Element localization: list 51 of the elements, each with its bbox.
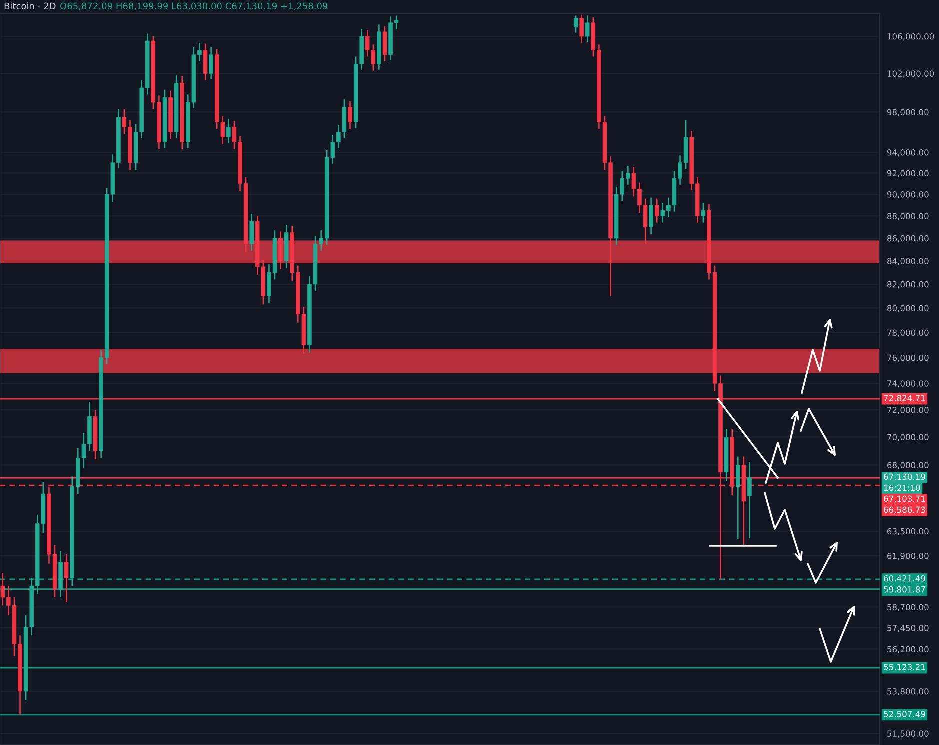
y-tick-label: 56,200.00 — [888, 646, 929, 654]
ref-line-label: 60,421.49 — [884, 576, 926, 583]
candlestick — [226, 118, 231, 144]
candlestick — [209, 46, 214, 80]
candlestick — [382, 26, 388, 62]
candlestick — [586, 15, 590, 43]
y-tick-label: 72,000.00 — [888, 407, 929, 414]
y-tick-label: 84,000.00 — [888, 258, 929, 266]
ref-line-label: 59,801.87 — [884, 586, 926, 594]
y-tick-label: 98,000.00 — [887, 109, 929, 116]
ref-line-label: 72,824.71 — [884, 395, 926, 402]
candlestick — [654, 198, 660, 224]
candlestick — [748, 462, 752, 540]
candlestick — [203, 43, 208, 81]
ref-line-label: 52,507.49 — [884, 711, 926, 718]
y-tick-label: 106,000.00 — [888, 33, 934, 41]
y-tick-label: 70,000.00 — [888, 434, 929, 442]
y-tick-label: 57,450.00 — [888, 625, 929, 632]
y-tick-label: 63,500.00 — [888, 528, 929, 536]
candlestick — [250, 213, 254, 252]
y-tick-label: 86,000.00 — [888, 235, 929, 243]
y-tick-label: 76,000.00 — [888, 354, 929, 362]
text: 67,130.19 — [884, 474, 926, 481]
candlestick — [649, 197, 654, 235]
y-tick-label: 90,000.00 — [887, 192, 929, 199]
candlestick — [701, 202, 706, 224]
candlestick — [278, 231, 283, 270]
ref-line-label: 67,103.71 — [884, 496, 926, 503]
y-tick-label: 78,000.00 — [888, 330, 929, 337]
chart-title: Bitcoin · 2D — [4, 2, 56, 10]
y-tick-label: 61,900.00 — [888, 553, 929, 560]
y-tick-label: 74,000.00 — [888, 380, 929, 388]
y-tick-label: 68,000.00 — [888, 462, 929, 470]
chart-subtitle: O65,872.09 H68,199.99 L63,030.00 C67,130.19 +1,258.09 — [60, 2, 328, 11]
candlestick — [736, 456, 740, 540]
y-tick-label: 53,800.00 — [888, 688, 929, 696]
candlestick — [580, 14, 584, 44]
y-tick-label: 102,000.00 — [888, 70, 934, 78]
candlestick — [64, 554, 69, 603]
y-tick-label: 82,000.00 — [888, 281, 929, 289]
y-tick-label: 94,000.00 — [887, 150, 929, 157]
y-tick-label: 88,000.00 — [888, 213, 929, 220]
y-tick-label: 80,000.00 — [888, 305, 929, 312]
ref-line-label: 66,586.73 — [884, 506, 926, 514]
ref-line-label: 55,123.21 — [884, 664, 926, 672]
candlestick — [348, 100, 352, 130]
y-tick-label: 92,000.00 — [887, 170, 929, 178]
y-tick-label: 58,700.00 — [888, 604, 929, 612]
candlestick — [574, 15, 578, 34]
y-tick-label: 51,500.00 — [888, 730, 929, 738]
text: 16:21:10 — [884, 484, 920, 492]
